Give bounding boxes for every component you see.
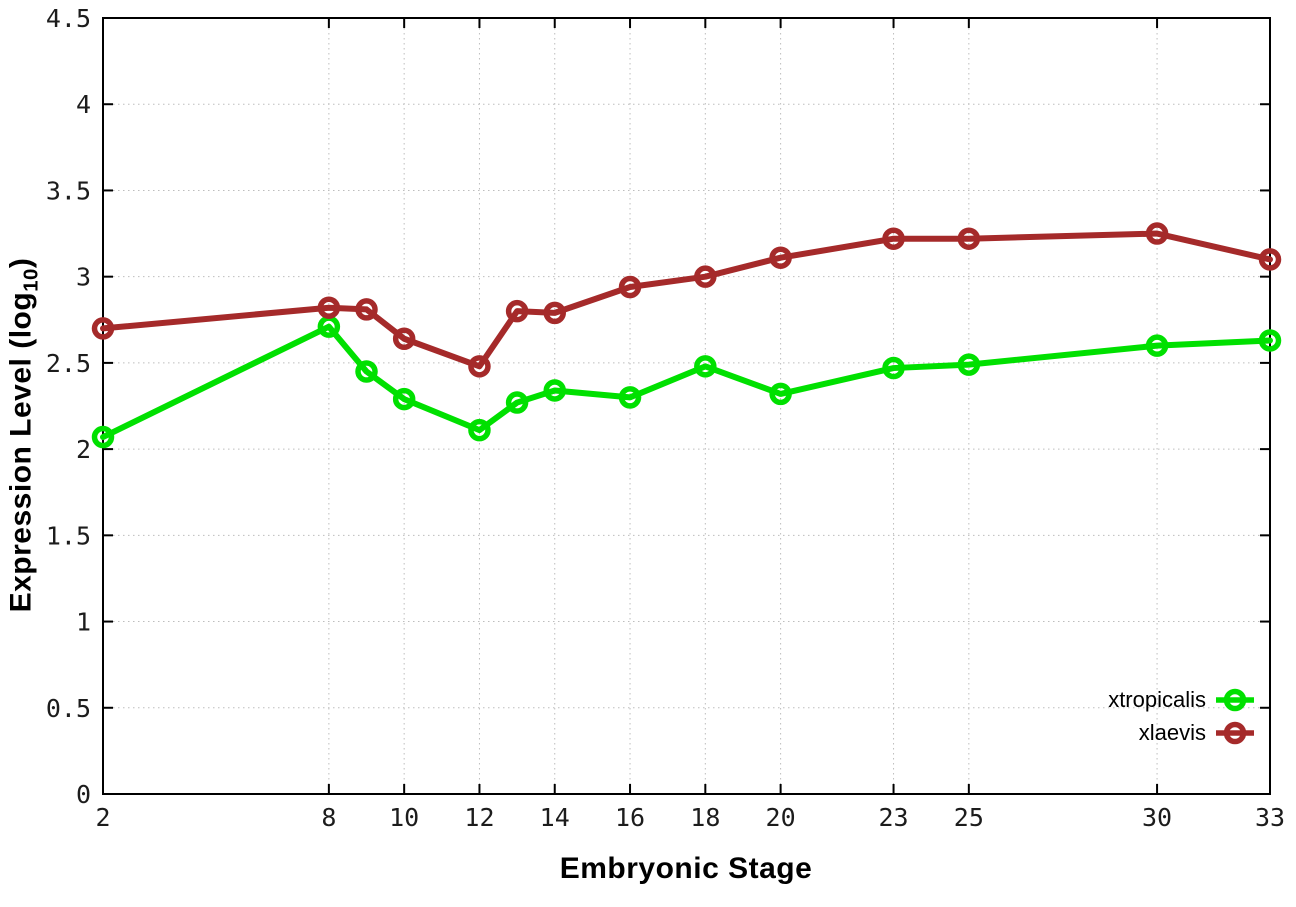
data-point-xlaevis (957, 227, 981, 250)
y-axis-title: Expression Level (log10) (5, 258, 44, 613)
legend: xtropicalis xlaevis (1108, 683, 1254, 749)
y-axis-title-text: Expression Level (log (4, 291, 38, 613)
legend-label: xtropicalis (1108, 686, 1206, 712)
plot-border (102, 17, 1271, 795)
x-tick-label: 12 (464, 803, 494, 832)
data-point-xtropicalis (957, 353, 981, 376)
y-tick-label: 0 (76, 780, 91, 809)
data-point-xlaevis (882, 227, 905, 250)
data-point-xlaevis (543, 301, 566, 325)
x-tick-label: 23 (878, 803, 908, 832)
data-point-xlaevis (392, 327, 416, 350)
data-point-xtropicalis (618, 386, 642, 409)
y-tick-label: 3 (76, 263, 91, 292)
data-point-xlaevis (505, 299, 529, 323)
data-point-xtropicalis (505, 391, 529, 414)
y-tick-label: 1 (76, 608, 91, 637)
y-tick-label: 2.5 (46, 349, 91, 378)
data-point-xlaevis (694, 265, 717, 288)
x-tick-label: 20 (766, 803, 796, 832)
data-point-xlaevis (468, 355, 491, 378)
y-tick-label: 3.5 (46, 176, 91, 205)
data-point-xtropicalis (355, 360, 378, 383)
data-point-xtropicalis (769, 382, 792, 406)
y-tick-label: 4 (76, 90, 91, 119)
x-tick-label: 10 (389, 803, 419, 832)
data-point-xtropicalis (543, 379, 566, 402)
line-point-sample-icon (1216, 688, 1254, 711)
data-point-xtropicalis (882, 356, 905, 380)
y-tick-label: 1.5 (46, 521, 91, 550)
data-point-xlaevis (317, 296, 341, 319)
x-tick-label: 14 (540, 803, 570, 832)
data-point-xtropicalis (91, 425, 115, 449)
y-tick-label: 2 (76, 435, 91, 464)
y-axis-title-suffix: ) (4, 257, 38, 269)
line-point-sample-icon (1216, 721, 1254, 744)
x-tick-label: 25 (954, 803, 984, 832)
data-point-xlaevis (91, 317, 115, 340)
x-tick-label: 33 (1255, 803, 1285, 832)
data-point-xtropicalis (694, 355, 717, 378)
data-point-xlaevis (1258, 248, 1282, 271)
data-point-xtropicalis (1145, 334, 1169, 357)
data-point-xlaevis (769, 246, 792, 269)
x-tick-label: 18 (690, 803, 720, 832)
x-tick-label: 2 (95, 803, 110, 832)
series-line-xtropicalis (100, 323, 1273, 441)
x-axis-title: Embryonic Stage (559, 852, 813, 885)
data-point-xtropicalis (392, 387, 416, 411)
y-tick-label: 4.5 (46, 4, 91, 33)
data-point-xtropicalis (1258, 329, 1282, 352)
legend-item-xlaevis: xlaevis (1139, 716, 1254, 749)
data-point-xlaevis (618, 275, 642, 299)
x-tick-label: 8 (321, 803, 336, 832)
y-tick-label: 0.5 (46, 694, 91, 723)
y-axis-title-subscript: 10 (20, 268, 43, 292)
data-point-xtropicalis (468, 418, 491, 442)
data-point-xlaevis (1145, 222, 1169, 245)
x-tick-label: 30 (1142, 803, 1172, 832)
series-line-xlaevis (100, 230, 1273, 370)
legend-label: xlaevis (1138, 719, 1206, 745)
legend-item-xtropicalis: xtropicalis (1108, 683, 1254, 716)
x-tick-label: 16 (615, 803, 645, 832)
data-point-xlaevis (355, 298, 378, 321)
